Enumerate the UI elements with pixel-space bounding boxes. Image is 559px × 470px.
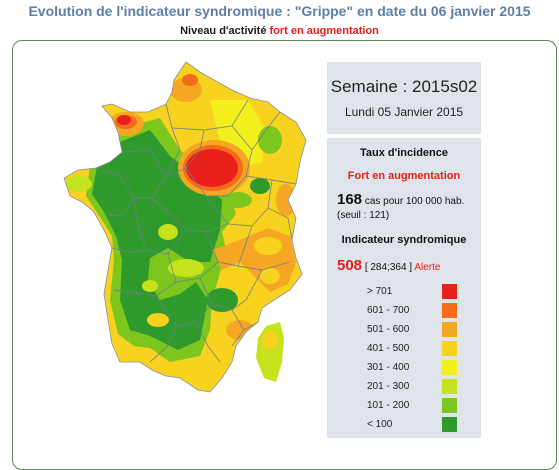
indicator-interval: [ 284;364 ] <box>364 262 413 273</box>
week-title: Semaine : 2015s02 <box>330 77 478 96</box>
legend-row: 201 - 300 <box>327 379 481 395</box>
legend-label: < 100 <box>367 419 393 430</box>
legend-label: 201 - 300 <box>367 381 410 392</box>
cases-value: 168 <box>337 191 363 208</box>
legend-row: > 701 <box>327 284 481 300</box>
legend-row: < 100 <box>327 417 481 433</box>
legend-row: 601 - 700 <box>327 303 481 319</box>
indicator-status: Alerte <box>414 262 441 273</box>
legend-label: 301 - 400 <box>367 362 410 373</box>
incidence-title: Taux d'incidence <box>360 147 448 159</box>
incidence-level: Fort en augmentation <box>347 170 461 182</box>
legend-label: 601 - 700 <box>367 305 410 316</box>
legend-swatch <box>442 379 457 394</box>
legend-swatch <box>442 322 457 337</box>
legend-row: 101 - 200 <box>327 398 481 414</box>
week-date: Lundi 05 Janvier 2015 <box>344 105 464 119</box>
activity-level-line: Niveau d'activité fort en augmentation <box>0 25 559 37</box>
legend-row: 501 - 600 <box>327 322 481 338</box>
activity-value: fort en augmentation <box>269 25 379 37</box>
activity-label: Niveau d'activité <box>180 25 267 37</box>
legend-swatch <box>442 341 457 356</box>
legend-row: 301 - 400 <box>327 360 481 376</box>
legend-swatch <box>442 417 457 432</box>
legend-swatch <box>442 284 457 299</box>
page-title: Evolution de l'indicateur syndromique : … <box>28 3 531 19</box>
legend-label: > 701 <box>367 286 393 297</box>
cases-unit: cas pour 100 000 hab. <box>364 196 465 207</box>
legend-label: 401 - 500 <box>367 343 410 354</box>
incidence-cases: 168 cas pour 100 000 hab. <box>337 191 464 208</box>
stats-panel: Taux d'incidence Fort en augmentation 16… <box>327 138 481 438</box>
legend-row: 401 - 500 <box>327 341 481 357</box>
incidence-threshold: (seuil : 121) <box>337 210 390 221</box>
legend-label: 501 - 600 <box>367 324 410 335</box>
indicator-value: 508 <box>337 257 363 274</box>
legend-swatch <box>442 398 457 413</box>
legend-swatch <box>442 360 457 375</box>
legend-label: 101 - 200 <box>367 400 410 411</box>
indicator-line: 508 [ 284;364 ] Alerte <box>337 257 440 274</box>
indicator-title: Indicateur syndromique <box>341 234 467 246</box>
legend-swatch <box>442 303 457 318</box>
week-panel: Semaine : 2015s02 Lundi 05 Janvier 2015 <box>327 62 481 134</box>
